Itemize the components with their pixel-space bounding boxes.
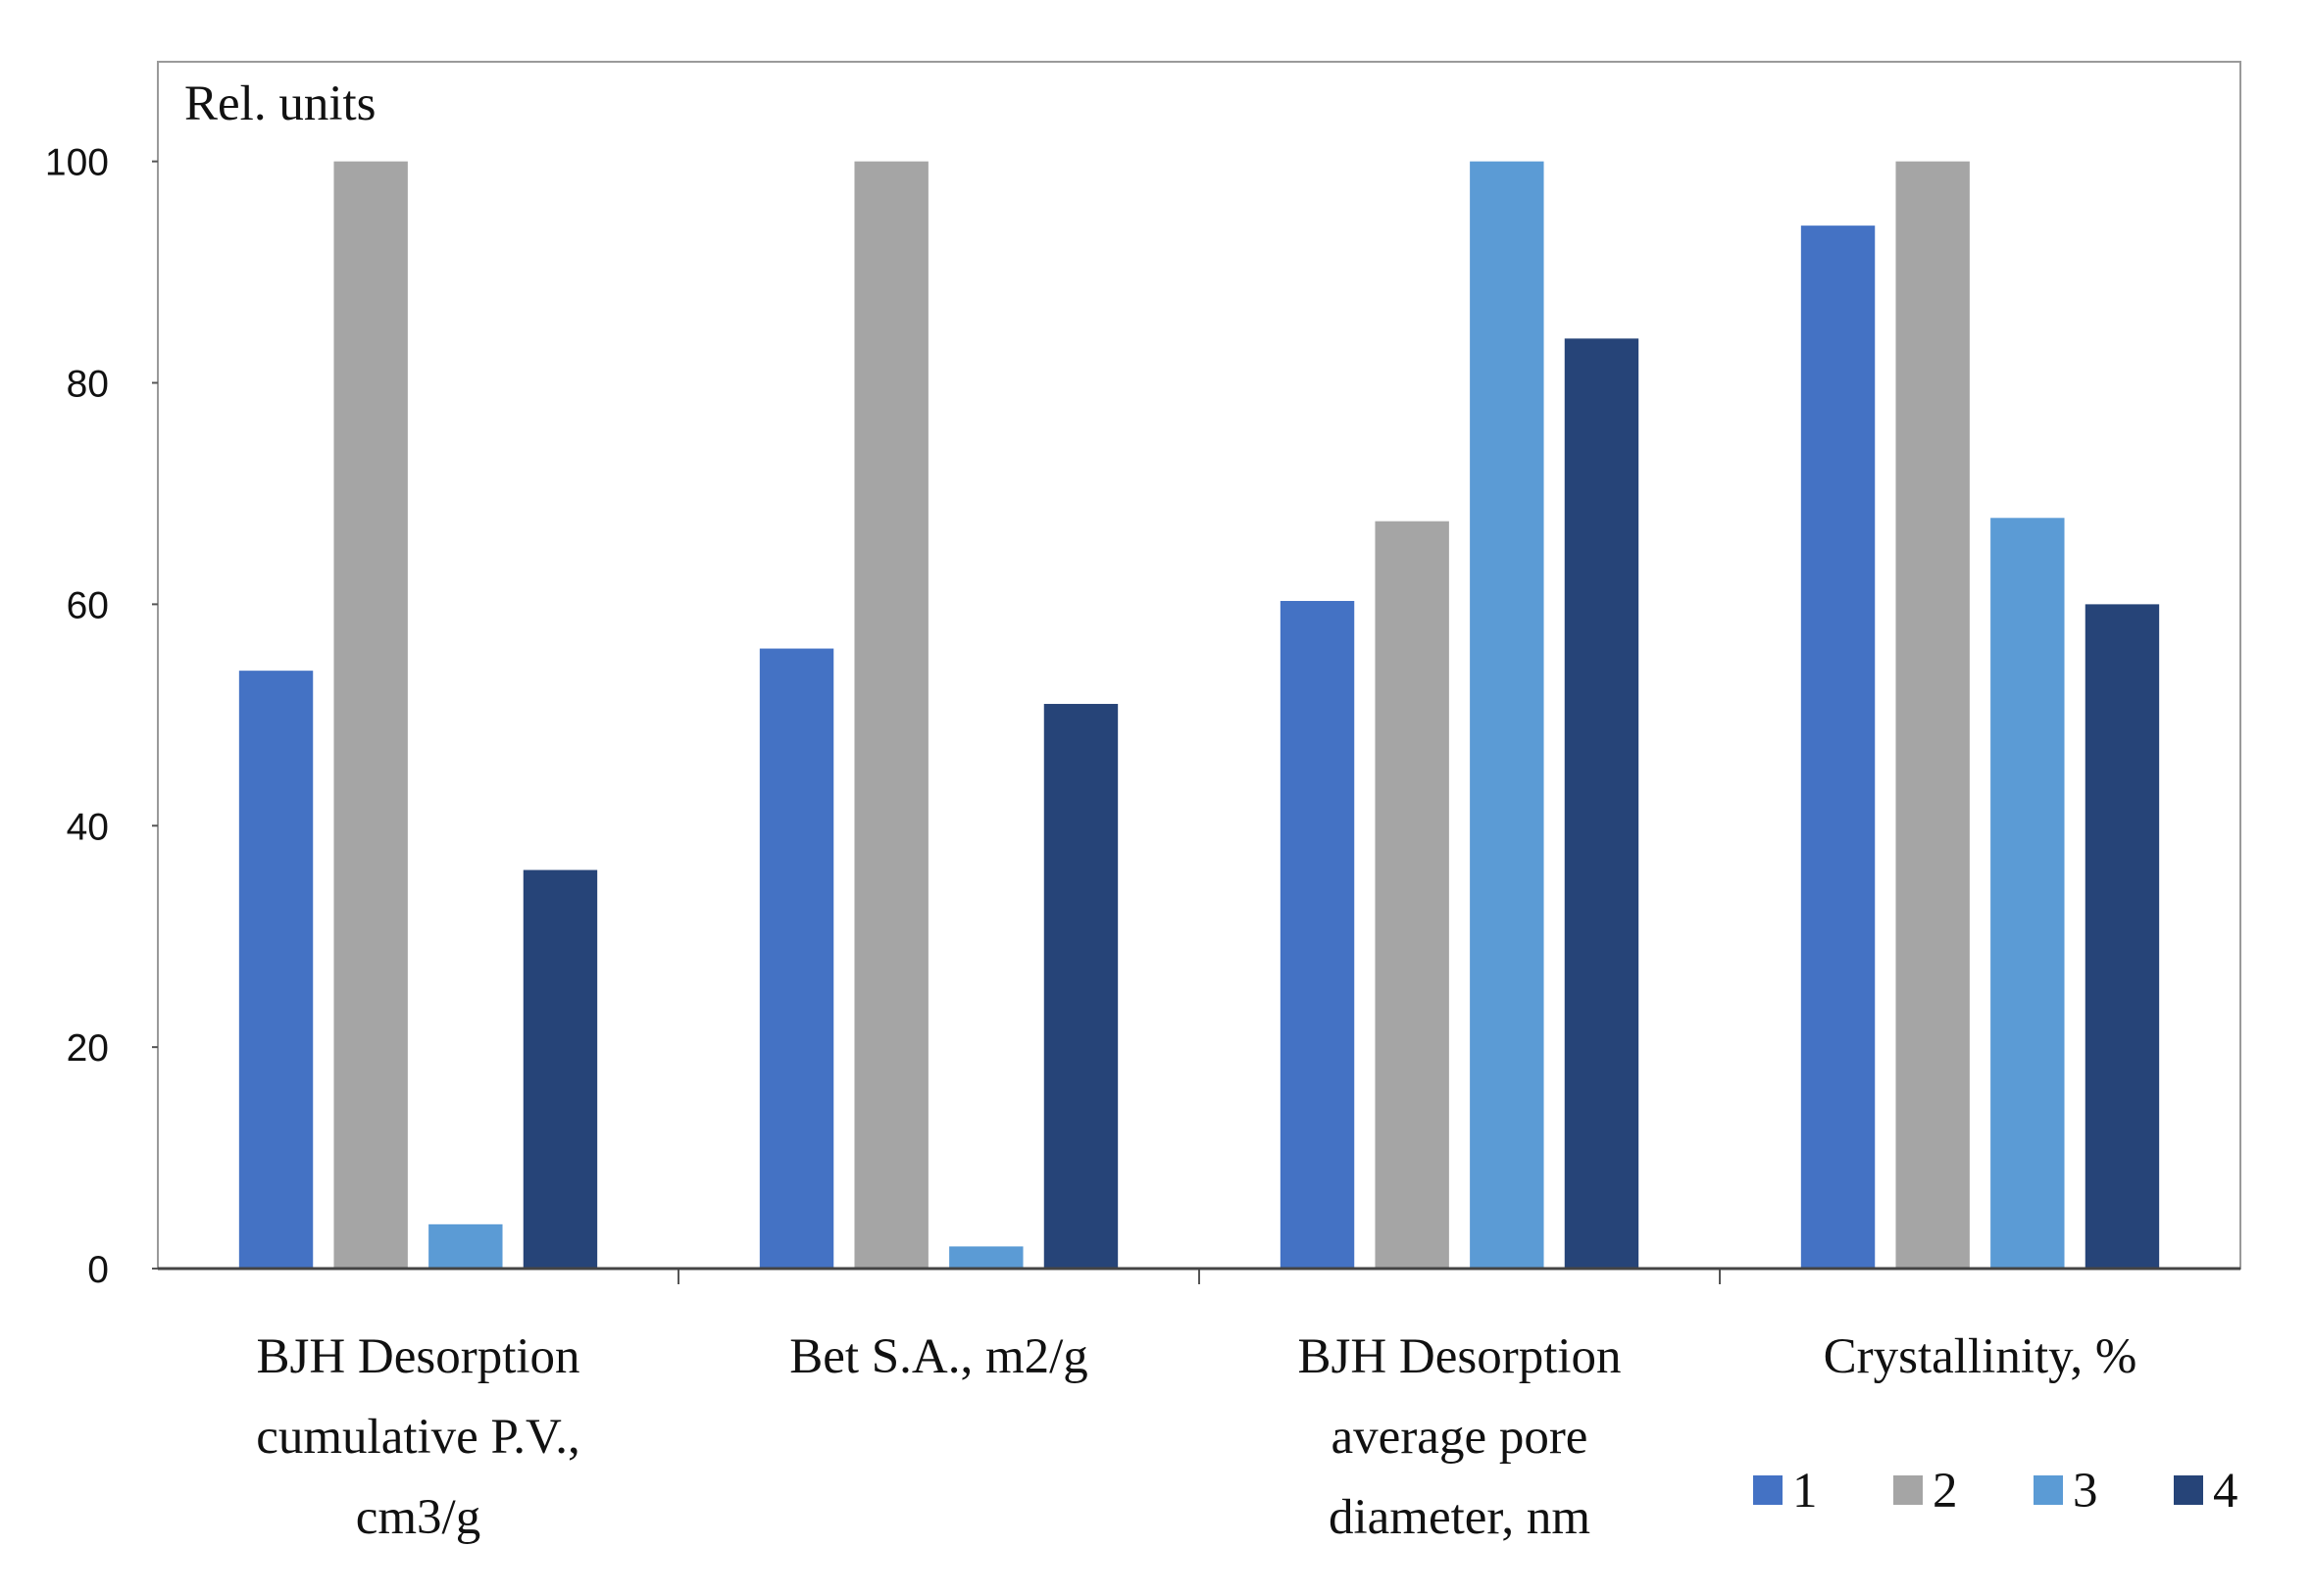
legend-label: 1 [1792,1464,1818,1519]
y-tick-label: 0 [87,1249,109,1291]
y-tick-label: 20 [67,1027,109,1070]
bar [1470,161,1544,1269]
y-axis-label: Rel. units [184,76,377,131]
bar [428,1223,503,1269]
bar [1043,704,1119,1269]
legend-label: 2 [1933,1464,1958,1519]
bar [238,671,314,1269]
bar [1800,225,1876,1269]
bar [2085,604,2160,1269]
legend-swatch [1893,1475,1923,1505]
bar [1990,518,2065,1269]
bar [333,161,408,1269]
x-tick-label: BJH Desorption [1297,1329,1621,1384]
legend-swatch [2174,1475,2203,1505]
x-tick-label: Crystallinity, % [1824,1329,2137,1384]
x-tick-label: cm3/g [356,1490,480,1545]
bar [1280,600,1355,1269]
bar [949,1246,1024,1269]
legend-label: 4 [2213,1464,2238,1519]
bar [1375,521,1449,1269]
bar [1564,338,1639,1269]
bar [523,870,598,1269]
x-tick-label: BJH Desorption [256,1329,579,1384]
y-tick-label: 60 [67,584,109,626]
x-tick-label: average pore [1331,1410,1588,1465]
legend-label: 3 [2073,1464,2098,1519]
x-tick-label: diameter, nm [1329,1490,1590,1545]
bar [854,161,929,1269]
bar [1895,161,1970,1269]
y-tick-label: 40 [67,806,109,848]
legend-swatch [1753,1475,1783,1505]
legend-swatch [2034,1475,2063,1505]
bar [759,648,834,1269]
x-tick-label: cumulative P.V., [256,1410,580,1465]
y-tick-label: 100 [45,142,109,184]
x-tick-label: Bet S.A., m2/g [789,1329,1088,1384]
y-tick-label: 80 [67,364,109,406]
